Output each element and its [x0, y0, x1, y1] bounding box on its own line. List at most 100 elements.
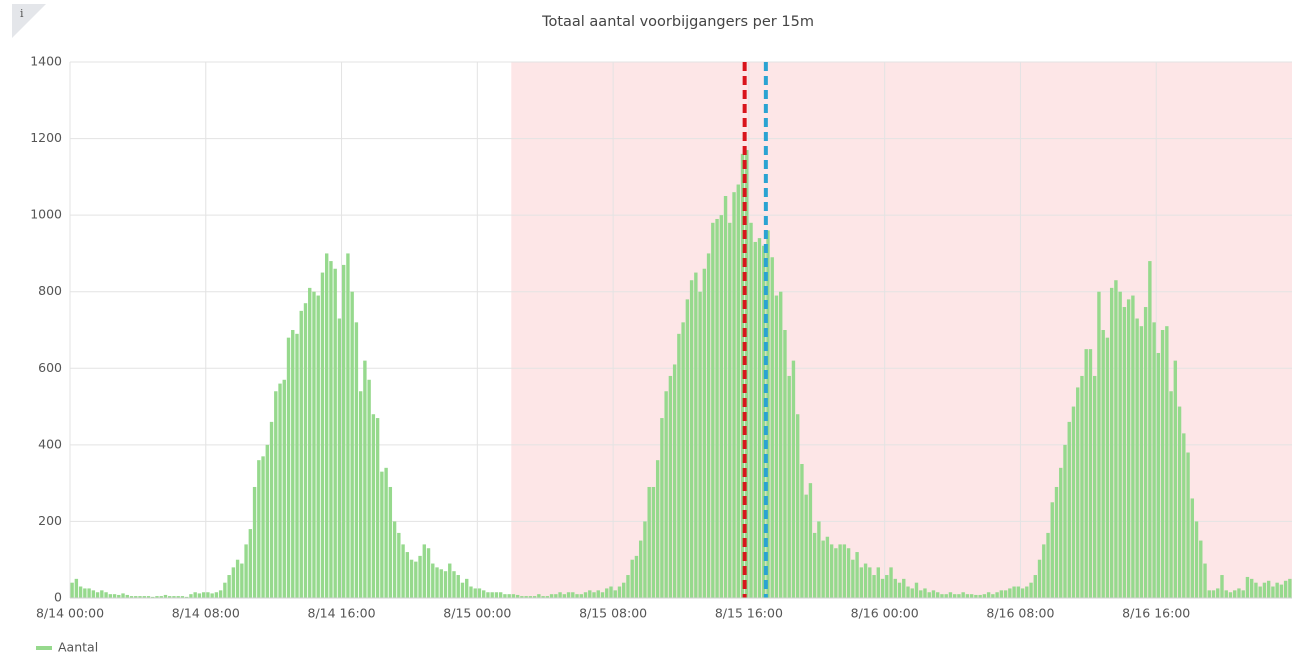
- bar: [1084, 349, 1088, 598]
- bar: [83, 588, 87, 598]
- bar: [371, 414, 376, 598]
- bar: [1139, 326, 1144, 598]
- bar: [583, 592, 588, 598]
- bar: [1271, 586, 1275, 598]
- bar: [1169, 391, 1173, 598]
- bar: [1249, 578, 1254, 598]
- bar: [838, 544, 842, 598]
- bar: [265, 444, 269, 598]
- bar: [257, 460, 261, 598]
- bar: [664, 391, 668, 598]
- bar: [622, 582, 626, 598]
- bar: [1118, 291, 1122, 598]
- bar: [448, 563, 452, 598]
- y-tick-label: 400: [38, 436, 62, 451]
- bar: [1152, 322, 1156, 598]
- bar: [728, 222, 732, 599]
- bar: [409, 559, 414, 598]
- bar: [842, 544, 847, 598]
- bar: [274, 391, 278, 598]
- bar: [168, 596, 172, 598]
- bar: [1012, 586, 1016, 598]
- bar: [397, 532, 401, 598]
- bar: [906, 586, 910, 598]
- bar: [159, 596, 163, 598]
- bar: [180, 596, 185, 598]
- bar: [800, 464, 804, 598]
- chart-title: Totaal aantal voorbijgangers per 15m: [541, 14, 814, 30]
- bar: [121, 593, 125, 598]
- bar: [1101, 330, 1105, 598]
- bar: [626, 575, 630, 598]
- bar: [1046, 532, 1050, 598]
- bar: [787, 375, 791, 598]
- bar: [592, 592, 596, 598]
- bar: [528, 596, 533, 598]
- bar: [672, 364, 677, 598]
- bar: [1109, 287, 1114, 598]
- bar: [282, 379, 286, 598]
- bar: [303, 303, 308, 598]
- bar: [401, 544, 405, 598]
- bar: [431, 563, 435, 598]
- bar: [384, 467, 388, 598]
- bar: [210, 593, 214, 598]
- bar: [829, 544, 834, 598]
- bar: [358, 391, 363, 598]
- bar: [919, 590, 923, 598]
- bar: [893, 578, 897, 598]
- bar: [1279, 584, 1284, 598]
- bar: [486, 592, 490, 598]
- bar: [1275, 582, 1279, 598]
- bar: [1076, 387, 1080, 598]
- bar: [460, 582, 465, 598]
- bar: [117, 594, 121, 598]
- bar: [418, 555, 422, 598]
- bar: [193, 592, 197, 598]
- bar: [1059, 467, 1063, 598]
- bar: [1288, 578, 1292, 598]
- bar: [1254, 582, 1258, 598]
- bar: [600, 592, 605, 598]
- bar: [312, 291, 316, 598]
- bar: [986, 592, 991, 598]
- bar: [812, 532, 817, 598]
- info-corner[interactable]: [12, 4, 46, 38]
- bar: [719, 215, 724, 598]
- x-tick-label: 8/15 08:00: [579, 606, 647, 621]
- bar: [316, 295, 320, 598]
- bar: [422, 544, 426, 598]
- bar: [698, 291, 702, 598]
- bar: [244, 544, 248, 598]
- bar: [295, 333, 299, 598]
- bar: [367, 379, 371, 598]
- bar: [1071, 406, 1076, 598]
- bar: [885, 575, 889, 598]
- bar: [668, 375, 673, 598]
- bar: [537, 594, 541, 598]
- bar: [681, 322, 685, 598]
- bar: [1228, 592, 1233, 598]
- bar: [337, 318, 342, 598]
- bar: [95, 592, 100, 598]
- bar: [503, 594, 507, 598]
- bar: [354, 322, 359, 598]
- bar: [1262, 582, 1267, 598]
- bar: [740, 153, 745, 598]
- bar: [456, 575, 460, 598]
- x-tick-label: 8/14 00:00: [36, 606, 104, 621]
- bar: [299, 310, 303, 598]
- bar: [1114, 280, 1118, 598]
- bar: [1126, 299, 1131, 598]
- bar: [1003, 590, 1008, 598]
- bar: [745, 150, 749, 599]
- bar: [214, 592, 219, 598]
- bar: [706, 253, 711, 598]
- bar: [910, 588, 914, 598]
- bar: [732, 192, 736, 598]
- bar: [961, 592, 965, 598]
- bar: [184, 596, 189, 598]
- bar: [757, 238, 762, 598]
- bar: [579, 594, 583, 598]
- info-icon[interactable]: i: [20, 7, 24, 20]
